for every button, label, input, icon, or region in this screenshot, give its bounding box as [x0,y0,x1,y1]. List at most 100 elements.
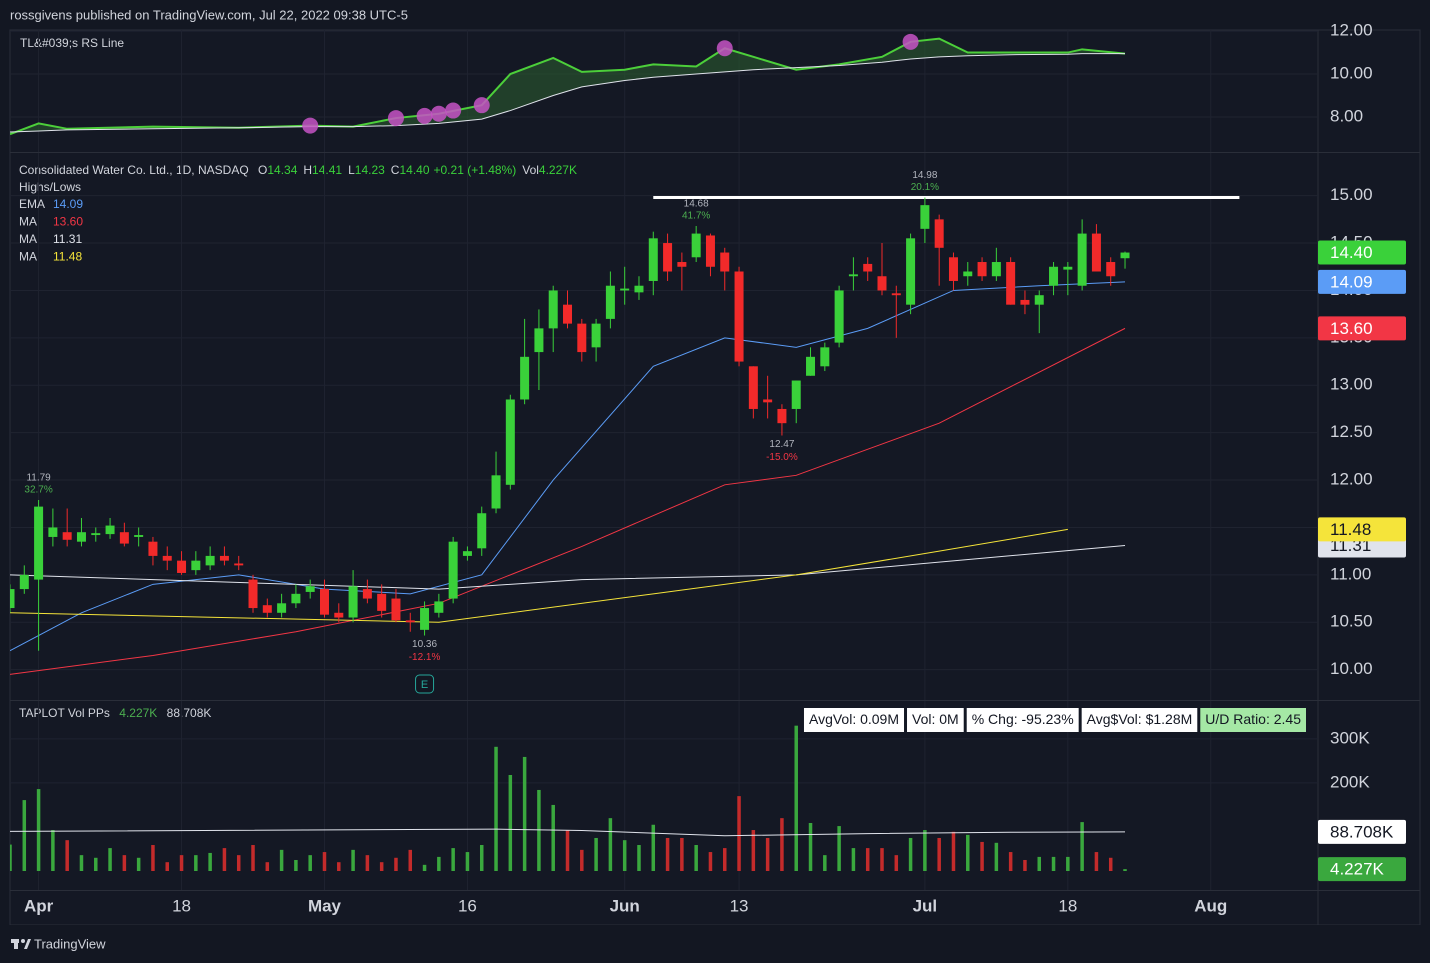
candle-body [448,541,458,599]
price-tag-label: 13.60 [1330,319,1373,338]
candle-body [76,532,86,542]
volume-bar [179,855,184,871]
candle-body [105,525,115,535]
candle-body [434,601,444,613]
stat-label: U/D Ratio: 2.45 [1205,711,1301,727]
indicator-name: MA [19,215,37,229]
candle-body [720,252,730,272]
volume-bar [308,855,312,871]
volume-bar [294,859,298,871]
extreme-change: 32.7% [24,485,52,496]
extreme-value: 12.47 [769,439,794,450]
candle-body [605,285,615,319]
volume-bar [708,852,713,871]
moving-average [10,544,1126,590]
volume-legend: TAPLOT Vol PPs 4.227K 88.708K [19,706,211,720]
volume-tag-label: 4.227K [1330,860,1385,879]
volume-bar [565,830,570,871]
vol-value: 4.227K [539,163,577,177]
candle-body [319,589,329,615]
volume-bar [1037,856,1041,871]
candle-body [391,598,401,621]
x-tick-label: May [308,896,342,915]
y-tick-label: 8.00 [1330,106,1363,125]
candle-body [520,356,530,400]
candle-body [134,535,144,537]
moving-average [10,281,1126,652]
extreme-value: 11.79 [26,473,51,484]
candle-body [577,323,587,353]
volume-bar [723,848,727,871]
volume-bar [136,857,141,871]
volume-bar [151,845,155,871]
candle-body [734,271,744,362]
y-tick-label: 12.50 [1330,422,1373,441]
candle-body [119,532,129,544]
rs-line [10,37,1126,136]
y-tick-label: 200K [1330,772,1370,791]
volume-bar [551,804,555,871]
candle-body [491,475,501,509]
stat-box [966,708,1079,732]
candle-body [362,589,372,599]
candle-body [877,276,887,291]
candle-body [377,593,387,611]
highs-lows-label: Highs/Lows [19,180,81,194]
volume-bar [980,841,984,871]
volume-bar [1080,822,1084,871]
y-tick-label: 12.00 [1330,21,1373,40]
volume-bar [1051,856,1056,871]
y-tick-label: 15.00 [1330,185,1373,204]
candle-body [1049,266,1059,286]
volume-bar [894,855,899,871]
volume-last: 4.227K [119,706,157,720]
volume-bar [194,855,198,871]
volume-bar [937,837,941,871]
footer [0,925,1430,963]
candle-body [234,563,244,566]
volume-bar [365,855,370,871]
ohlc-name: C [391,163,400,177]
logo-part [24,939,31,949]
extreme-value: 14.68 [684,199,709,210]
extreme-change: 20.1% [911,182,939,193]
candle-body [34,506,44,580]
volume-title: TAPLOT Vol PPs [19,706,110,720]
volume-bar [808,822,813,871]
indicator-name: MA [19,250,37,264]
candle-body [663,243,673,272]
stat-box [1200,708,1306,732]
volume-bar [637,845,641,871]
extreme-value: 14.98 [912,170,937,181]
volume-bar [851,848,856,871]
rs-new-high [716,40,733,57]
logo-part [21,939,25,943]
volume-bar [337,862,341,871]
candle-body [219,555,229,561]
volume-bar [923,830,927,871]
rs-new-high [387,110,404,127]
candle-body [1091,233,1101,272]
volume-bar [236,855,241,871]
volume-bar [208,852,212,871]
candle-body [777,408,787,424]
volume-bar [94,857,98,871]
candle-body [763,399,773,403]
x-tick-label: 13 [730,896,749,915]
candle-body [634,285,644,293]
volume-bar [351,849,355,871]
candle-body [19,574,29,590]
volume-bar [837,826,841,871]
price-tag [1318,240,1406,265]
earnings-marker [415,674,435,694]
candle-body [1120,252,1130,259]
volume-bar [794,725,798,871]
volume-bar [1108,857,1113,871]
volume-bar [422,864,427,871]
candle-body [906,238,916,305]
candle-body [420,608,430,630]
stat-label: Vol: 0M [912,711,959,727]
volume-bar [865,848,870,871]
candle-body [1020,299,1030,305]
axes: Apr 18 May 16 Jun 13 Jul 18 Aug 8.00 10.00 12.00 10.… [24,21,1406,915]
